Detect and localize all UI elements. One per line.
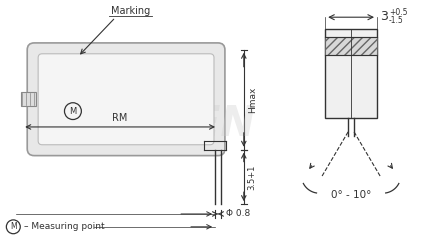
Text: M: M xyxy=(10,222,17,231)
FancyBboxPatch shape xyxy=(38,54,214,145)
Text: 3: 3 xyxy=(380,10,388,23)
Bar xyxy=(21,92,36,106)
Text: Φ 0.8: Φ 0.8 xyxy=(226,209,250,219)
Text: 0° - 10°: 0° - 10° xyxy=(331,190,371,200)
Bar xyxy=(325,37,377,55)
Text: +0.5: +0.5 xyxy=(389,8,407,17)
Text: -1.5: -1.5 xyxy=(389,16,403,25)
Text: 3.5+1: 3.5+1 xyxy=(248,164,257,190)
FancyBboxPatch shape xyxy=(27,43,225,156)
Text: RM: RM xyxy=(112,113,128,123)
Text: M: M xyxy=(69,107,77,116)
Text: Marking: Marking xyxy=(111,6,150,16)
Text: TOKEN: TOKEN xyxy=(95,104,255,146)
Text: Hmax: Hmax xyxy=(248,86,257,113)
Bar xyxy=(325,29,377,118)
Text: – Measuring point: – Measuring point xyxy=(24,222,105,231)
